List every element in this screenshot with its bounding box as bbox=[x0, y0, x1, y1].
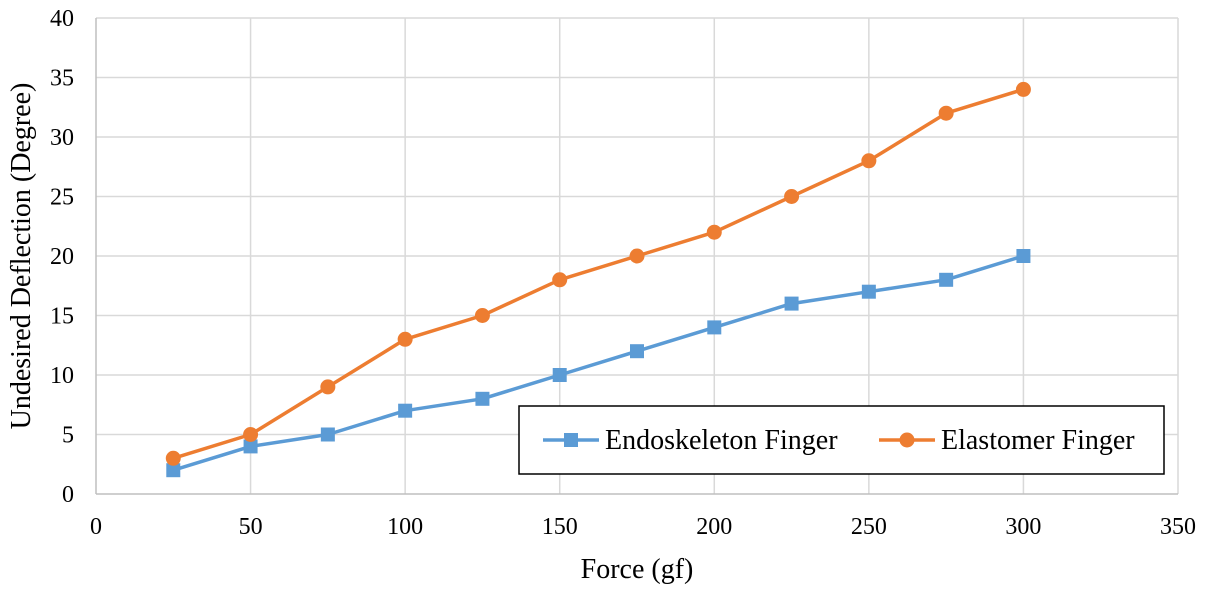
y-tick-label: 20 bbox=[50, 244, 74, 270]
data-point bbox=[1016, 249, 1031, 263]
series-2 bbox=[165, 81, 1031, 466]
data-point bbox=[1015, 81, 1031, 97]
data-point bbox=[939, 272, 954, 287]
y-tick-label: 30 bbox=[50, 125, 74, 151]
data-point bbox=[320, 379, 336, 395]
data-point bbox=[475, 391, 490, 406]
data-point bbox=[165, 450, 181, 466]
data-point bbox=[552, 368, 567, 382]
series-line bbox=[172, 87, 1024, 460]
data-point bbox=[784, 296, 799, 311]
data-point bbox=[320, 427, 335, 442]
x-tick-label: 250 bbox=[851, 514, 887, 540]
x-tick-label: 200 bbox=[696, 514, 732, 540]
legend-item: Endoskeleton Finger bbox=[543, 425, 838, 456]
series bbox=[165, 81, 1031, 478]
series-1 bbox=[166, 249, 1031, 478]
data-point bbox=[706, 224, 722, 240]
y-axis-title: Undesired Deflection (Degree) bbox=[6, 83, 37, 430]
y-tick-label: 40 bbox=[50, 6, 74, 32]
x-axis-title: Force (gf) bbox=[581, 554, 694, 585]
tick-labels: 0 5 10 15 20 25 30 35 40 0 50 100 150 200 250 300 350 bbox=[50, 6, 1196, 540]
data-point bbox=[629, 248, 645, 264]
data-point bbox=[243, 439, 258, 454]
legend-marker bbox=[899, 432, 915, 448]
legend: Endoskeleton Finger Elastomer Finger bbox=[518, 405, 1165, 475]
x-tick-label: 350 bbox=[1160, 514, 1196, 540]
y-tick-label: 15 bbox=[50, 304, 74, 330]
axes bbox=[95, 18, 1178, 495]
legend-label: Endoskeleton Finger bbox=[605, 425, 838, 456]
x-tick-label: 300 bbox=[1005, 514, 1041, 540]
x-tick-label: 50 bbox=[239, 514, 263, 540]
data-point bbox=[166, 463, 181, 478]
series-line bbox=[172, 254, 1024, 472]
y-tick-label: 0 bbox=[62, 482, 74, 508]
y-tick-label: 5 bbox=[62, 423, 74, 449]
x-tick-label: 150 bbox=[542, 514, 578, 540]
x-tick-label: 100 bbox=[387, 514, 423, 540]
y-tick-label: 35 bbox=[50, 66, 74, 92]
legend-item: Elastomer Finger bbox=[879, 425, 1135, 456]
data-point bbox=[398, 403, 413, 418]
data-point bbox=[474, 308, 490, 323]
data-point bbox=[630, 344, 644, 359]
legend-marker bbox=[564, 433, 578, 447]
y-tick-label: 25 bbox=[50, 185, 74, 211]
data-point bbox=[784, 189, 800, 204]
y-tick-label: 10 bbox=[50, 363, 74, 389]
x-tick-label: 0 bbox=[90, 514, 102, 540]
data-point bbox=[707, 320, 722, 335]
data-point bbox=[552, 272, 568, 288]
legend-box bbox=[518, 405, 1165, 475]
legend-label: Elastomer Finger bbox=[941, 425, 1135, 456]
data-point bbox=[861, 153, 877, 169]
data-point bbox=[243, 427, 259, 442]
data-point bbox=[861, 284, 876, 299]
data-point bbox=[397, 331, 413, 347]
data-point bbox=[938, 105, 954, 121]
